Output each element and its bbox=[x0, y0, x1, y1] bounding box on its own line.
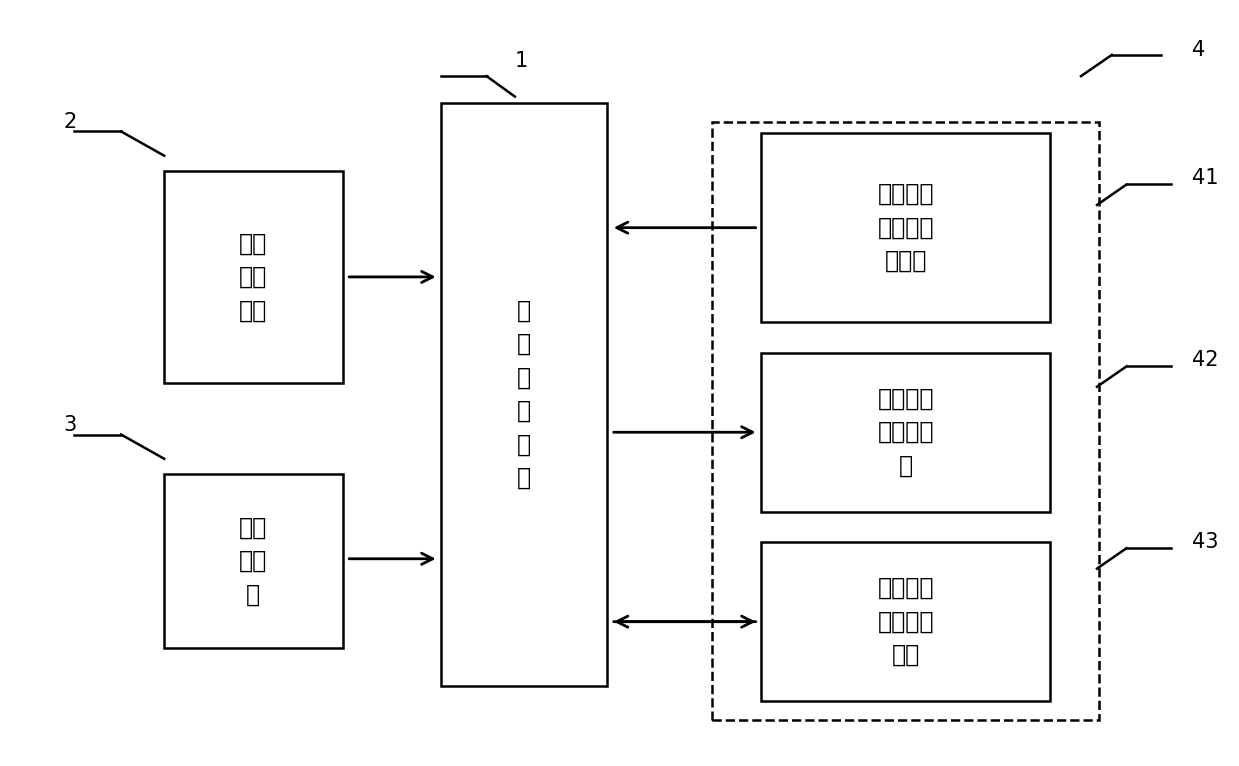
Text: 3: 3 bbox=[63, 414, 77, 434]
Text: 电源
适配
器: 电源 适配 器 bbox=[239, 516, 268, 607]
Text: 霍尔传感
器输入并
行接口: 霍尔传感 器输入并 行接口 bbox=[877, 182, 934, 273]
Text: 人机
交互
界面: 人机 交互 界面 bbox=[239, 231, 268, 322]
Text: 43: 43 bbox=[1192, 532, 1218, 552]
Bar bbox=[761, 352, 1051, 512]
Bar bbox=[441, 103, 607, 686]
Bar bbox=[761, 133, 1051, 322]
Text: 42: 42 bbox=[1192, 350, 1218, 370]
Bar bbox=[761, 542, 1051, 701]
Text: 4: 4 bbox=[1192, 40, 1206, 60]
Text: 2: 2 bbox=[63, 112, 77, 132]
Text: 信
息
处
理
模
块: 信 息 处 理 模 块 bbox=[517, 299, 532, 490]
Text: 异步串行
联机通讯
接口: 异步串行 联机通讯 接口 bbox=[877, 576, 934, 667]
Bar bbox=[711, 122, 1099, 720]
Text: 档位值并
行输出接
口: 档位值并 行输出接 口 bbox=[877, 387, 934, 478]
Bar bbox=[164, 171, 343, 383]
Text: 1: 1 bbox=[515, 51, 528, 71]
Bar bbox=[164, 474, 343, 648]
Text: 41: 41 bbox=[1192, 169, 1218, 188]
